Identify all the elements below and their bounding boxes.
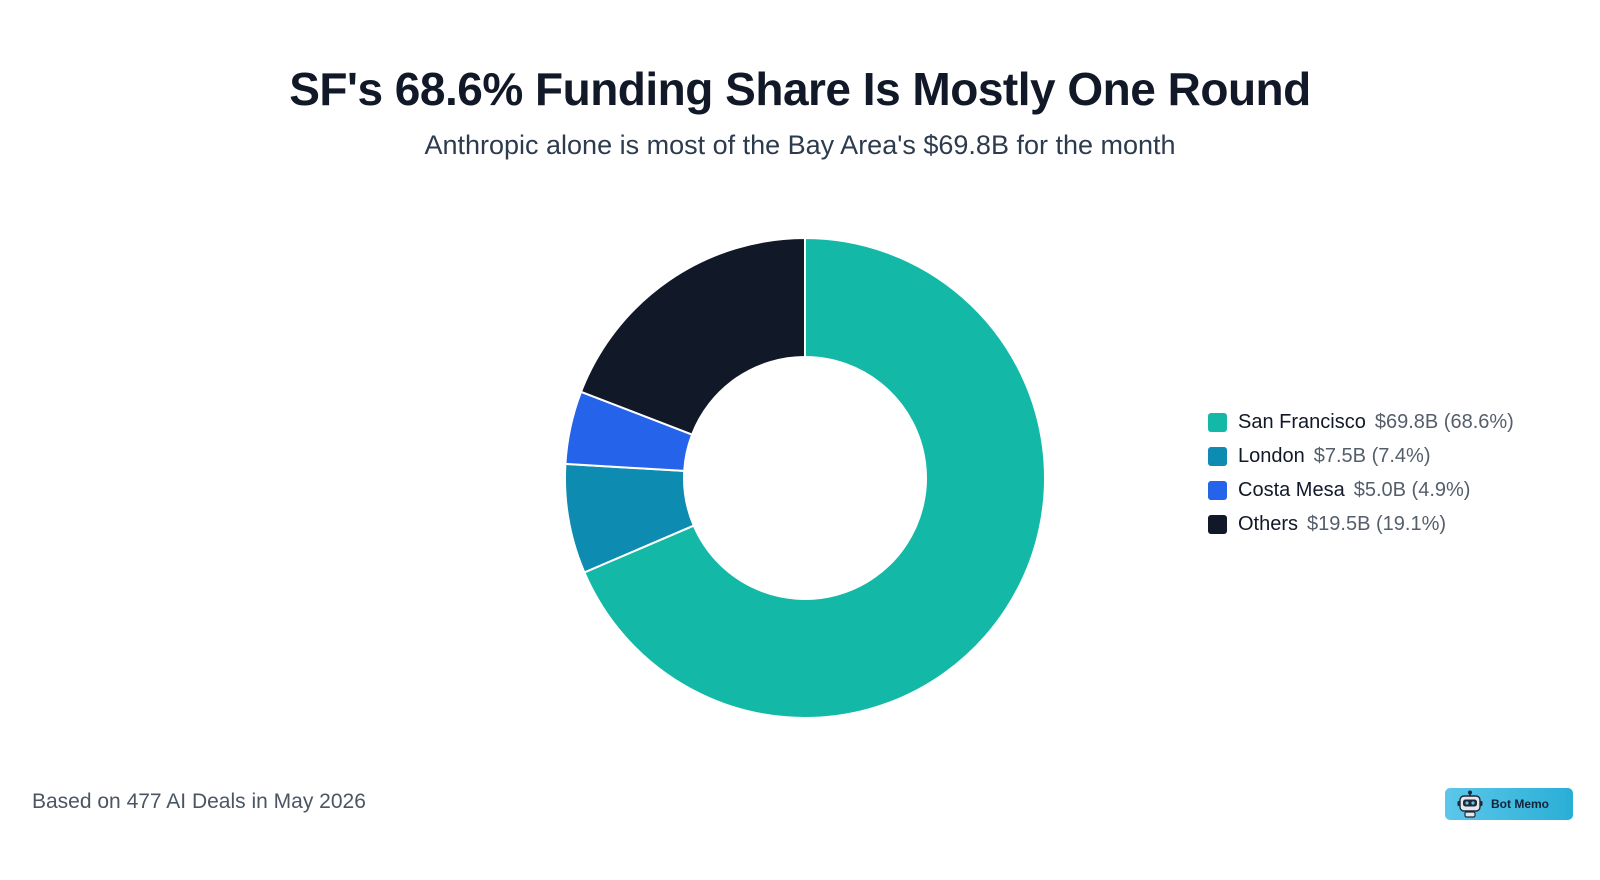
bot-memo-badge: Bot Memo [1445,788,1573,820]
legend-value-san-francisco: $69.8B (68.6%) [1374,410,1514,433]
legend-label-london: London [1238,444,1305,467]
chart-title: SF's 68.6% Funding Share Is Mostly One R… [289,63,1311,115]
badge-label: Bot Memo [1491,797,1549,811]
legend-value-costa-mesa: $5.0B (4.9%) [1353,478,1471,501]
legend-swatch-san-francisco [1208,412,1227,432]
legend-item-london: London $7.5B (7.4%) [1208,439,1514,473]
donut-slice-others [579,236,806,436]
legend-swatch-others [1208,514,1227,534]
footnote: Based on 477 AI Deals in May 2026 [32,790,366,813]
legend-label-costa-mesa: Costa Mesa [1238,478,1345,501]
legend-swatch-costa-mesa [1208,480,1227,500]
donut-slice-san-francisco [583,236,1046,719]
chart-legend: San Francisco $69.8B (68.6%) London $7.5… [1208,405,1514,541]
legend-item-costa-mesa: Costa Mesa $5.0B (4.9%) [1208,473,1514,507]
legend-swatch-london [1208,446,1227,466]
legend-item-san-francisco: San Francisco $69.8B (68.6%) [1208,405,1514,439]
legend-item-others: Others $19.5B (19.1%) [1208,507,1514,541]
legend-value-london: $7.5B (7.4%) [1313,444,1431,467]
robot-icon [1457,790,1483,818]
legend-label-san-francisco: San Francisco [1238,410,1366,433]
legend-label-others: Others [1238,512,1299,535]
legend-value-others: $19.5B (19.1%) [1307,512,1447,535]
chart-subtitle: Anthropic alone is most of the Bay Area'… [424,130,1176,160]
